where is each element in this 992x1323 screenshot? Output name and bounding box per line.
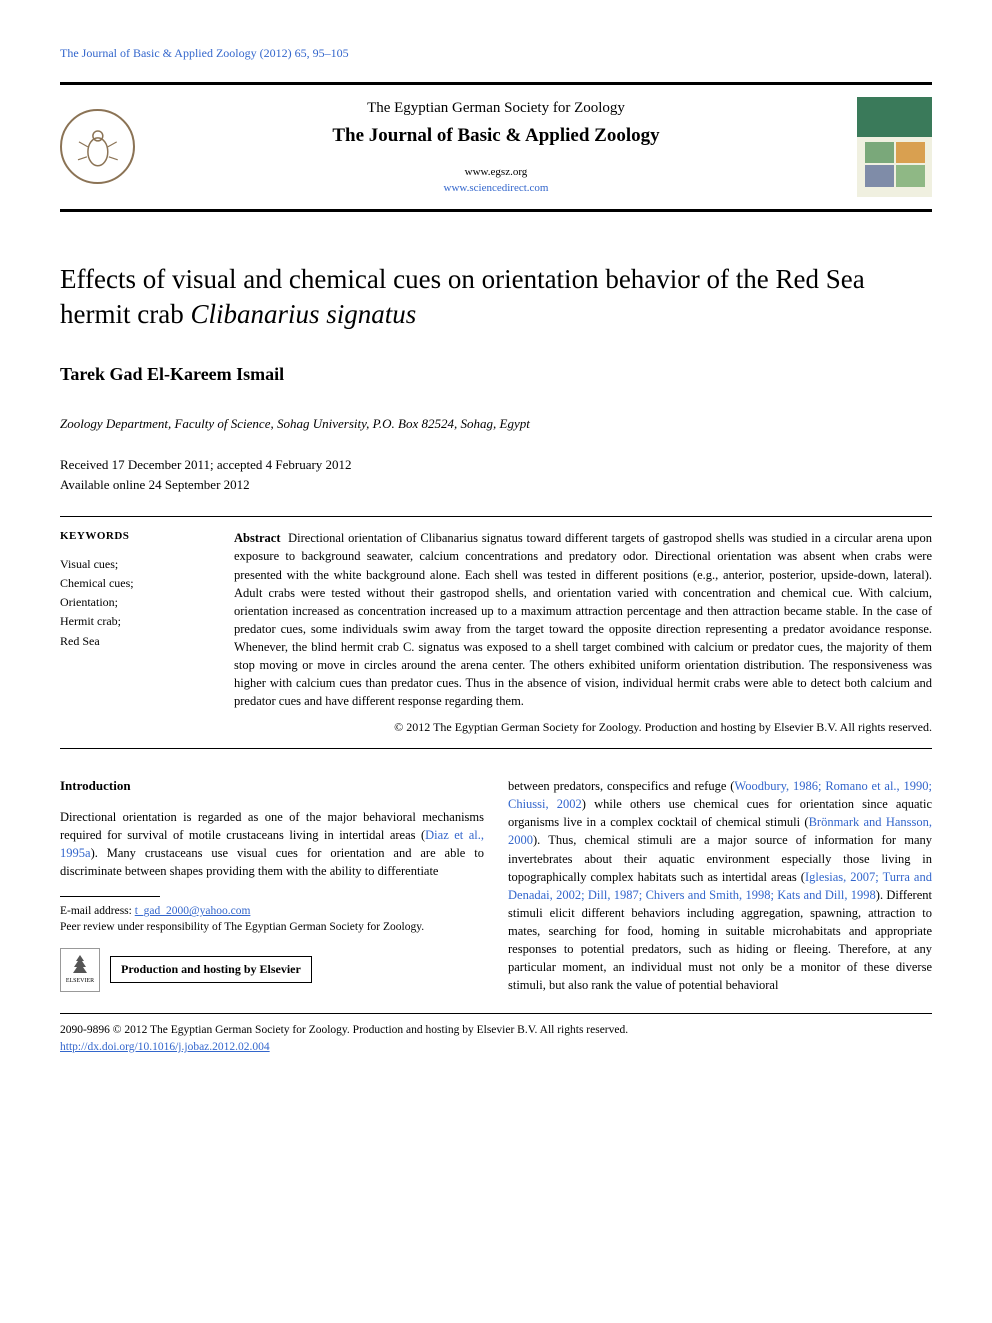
footnote-separator (60, 896, 160, 897)
abstract-copyright: © 2012 The Egyptian German Society for Z… (234, 719, 932, 736)
footnote-block: E-mail address: t_gad_2000@yahoo.com Pee… (60, 903, 484, 935)
sciencedirect-link[interactable]: www.sciencedirect.com (151, 181, 841, 196)
article-title: Effects of visual and chemical cues on o… (60, 262, 932, 332)
intro-paragraph: Directional orientation is regarded as o… (60, 808, 484, 881)
footer-issn-copyright: 2090-9896 © 2012 The Egyptian German Soc… (60, 1024, 628, 1036)
journal-header: The Egyptian German Society for Zoology … (60, 82, 932, 212)
left-column: Introduction Directional orientation is … (60, 777, 484, 995)
author-email[interactable]: t_gad_2000@yahoo.com (135, 905, 251, 917)
elsevier-logo: ELSEVIER (60, 948, 100, 992)
intro-text-1: Directional orientation is regarded as o… (60, 810, 484, 842)
journal-url: www.egsz.org (465, 166, 528, 178)
society-name: The Egyptian German Society for Zoology (151, 98, 841, 119)
journal-name: The Journal of Basic & Applied Zoology (151, 123, 841, 150)
author-name: Tarek Gad El-Kareem Ismail (60, 362, 932, 387)
body-columns: Introduction Directional orientation is … (60, 777, 932, 995)
col2-text-1: between predators, conspecifics and refu… (508, 779, 734, 793)
abstract-column: Abstract Directional orientation of Clib… (234, 529, 932, 736)
peer-review-note: Peer review under responsibility of The … (60, 921, 424, 933)
affiliation: Zoology Department, Faculty of Science, … (60, 415, 932, 433)
journal-header-center: The Egyptian German Society for Zoology … (151, 98, 841, 196)
col2-text-4: ). Different stimuli elicit different be… (508, 888, 932, 993)
title-species: Clibanarius signatus (190, 299, 416, 329)
header-citation: The Journal of Basic & Applied Zoology (… (60, 45, 932, 62)
abstract-text: Directional orientation of Clibanarius s… (234, 531, 932, 708)
keywords-column: KEYWORDS Visual cues; Chemical cues; Ori… (60, 529, 210, 736)
received-accepted: Received 17 December 2011; accepted 4 Fe… (60, 457, 352, 472)
cover-thumbs (865, 142, 925, 187)
scarab-icon (73, 122, 123, 172)
doi-link[interactable]: http://dx.doi.org/10.1016/j.jobaz.2012.0… (60, 1041, 270, 1053)
hosting-text: Production and hosting by Elsevier (110, 956, 312, 983)
right-column: between predators, conspecifics and refu… (508, 777, 932, 995)
available-online: Available online 24 September 2012 (60, 477, 250, 492)
intro-text-2: ). Many crustaceans use visual cues for … (60, 846, 484, 878)
abstract-label: Abstract (234, 531, 281, 545)
society-logo (60, 109, 135, 184)
keywords-heading: KEYWORDS (60, 529, 210, 544)
title-text: Effects of visual and chemical cues on o… (60, 264, 865, 329)
journal-links: www.egsz.org www.sciencedirect.com (151, 165, 841, 196)
email-label: E-mail address: (60, 905, 135, 917)
abstract-section: KEYWORDS Visual cues; Chemical cues; Ori… (60, 516, 932, 749)
intro-paragraph-cont: between predators, conspecifics and refu… (508, 777, 932, 995)
introduction-heading: Introduction (60, 777, 484, 796)
keywords-list: Visual cues; Chemical cues; Orientation;… (60, 555, 210, 651)
journal-cover-thumbnail (857, 97, 932, 197)
article-dates: Received 17 December 2011; accepted 4 Fe… (60, 455, 932, 494)
elsevier-tree-icon (68, 953, 92, 977)
page-footer: 2090-9896 © 2012 The Egyptian German Soc… (60, 1013, 932, 1057)
elsevier-text: ELSEVIER (66, 977, 94, 986)
elsevier-box: ELSEVIER Production and hosting by Elsev… (60, 948, 484, 992)
